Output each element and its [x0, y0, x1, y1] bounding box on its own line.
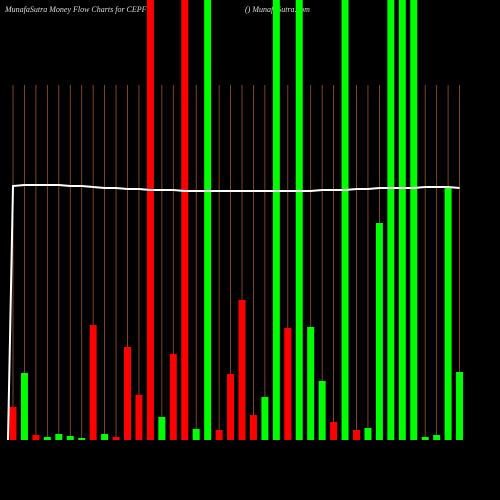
bar	[456, 372, 464, 440]
bar	[353, 430, 360, 440]
bar	[410, 0, 418, 440]
bar	[261, 397, 269, 440]
bar	[124, 347, 131, 440]
bar	[146, 0, 154, 440]
bar	[158, 417, 166, 440]
bar	[227, 374, 235, 440]
bar	[20, 373, 28, 440]
bar	[330, 422, 338, 440]
bar	[249, 415, 257, 440]
bar	[204, 0, 212, 440]
bar	[375, 223, 383, 440]
bar	[341, 0, 349, 440]
bar	[101, 434, 109, 440]
bar	[387, 0, 395, 440]
bar	[32, 435, 40, 440]
bar	[364, 428, 372, 440]
bar	[181, 0, 189, 440]
bar	[444, 187, 452, 440]
bar	[135, 395, 143, 440]
bar	[272, 0, 280, 440]
money-flow-line	[7, 184, 460, 441]
bar	[9, 407, 17, 440]
bar	[169, 354, 177, 440]
bar	[89, 325, 97, 440]
chart-title: MunafaSutra Money Flow Charts for CEPF	[4, 5, 147, 14]
bar	[284, 328, 292, 440]
bar	[43, 437, 51, 440]
bar	[215, 430, 223, 440]
bar	[398, 0, 406, 440]
bar	[66, 436, 74, 440]
bar	[318, 381, 326, 440]
bar	[192, 429, 200, 440]
bar	[421, 437, 429, 440]
bar	[307, 327, 315, 440]
bar	[433, 435, 441, 440]
bar	[78, 438, 86, 440]
bar	[238, 300, 246, 440]
bar	[295, 0, 303, 440]
bar	[55, 434, 63, 440]
bar	[112, 437, 120, 440]
